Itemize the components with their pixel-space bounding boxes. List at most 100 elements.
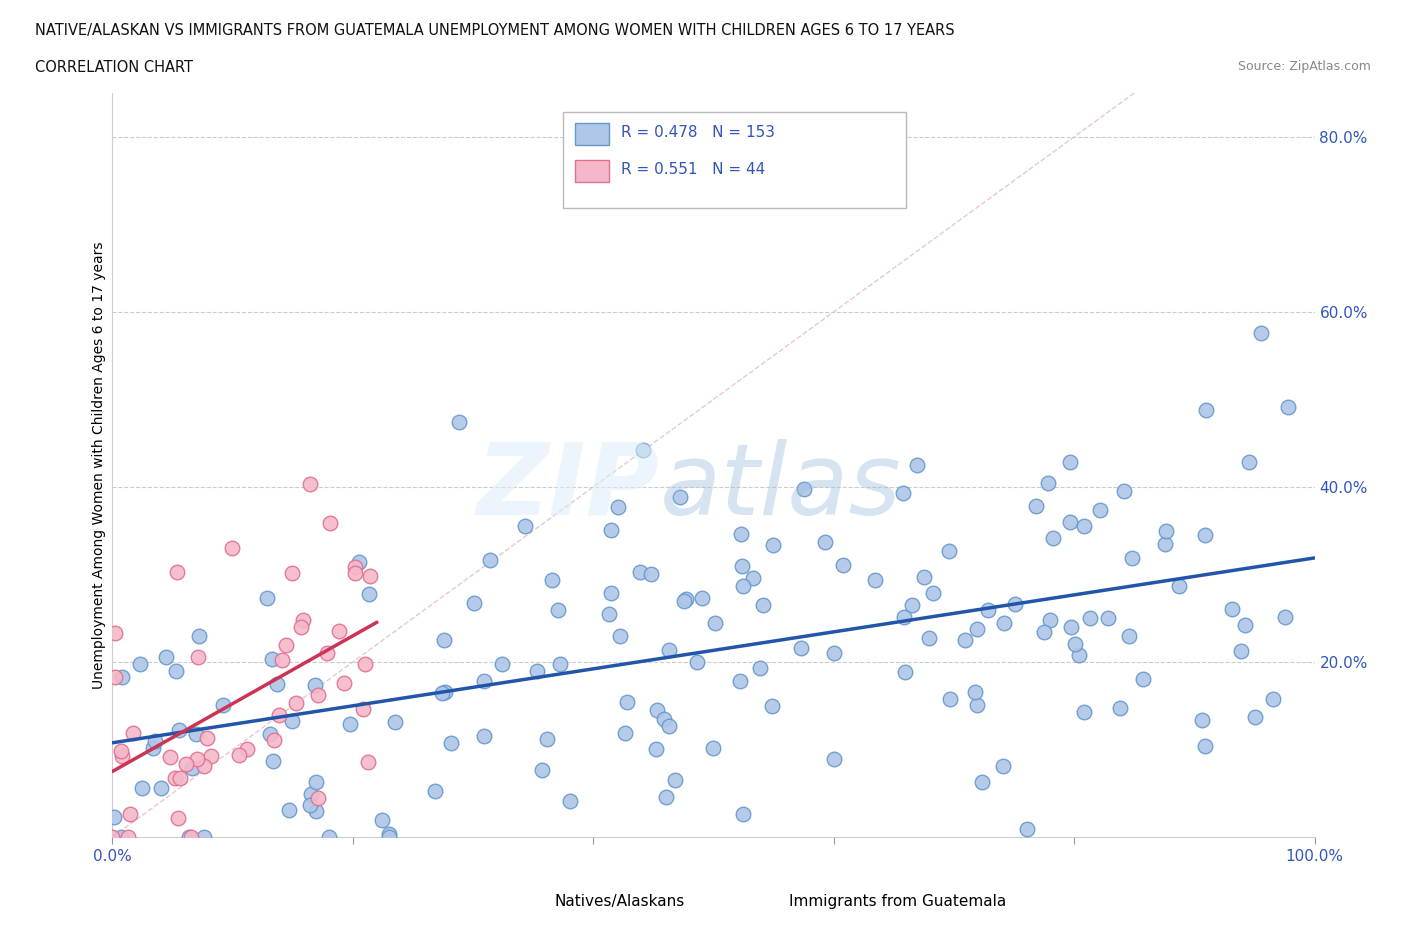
- Point: [186, 751, 208, 766]
- Point: [938, 543, 960, 558]
- Point: [110, 830, 132, 844]
- Point: [166, 565, 188, 579]
- Point: [692, 591, 714, 605]
- Point: [560, 793, 582, 808]
- Point: [1243, 710, 1265, 724]
- Point: [616, 695, 638, 710]
- Point: [963, 684, 986, 699]
- Point: [104, 670, 127, 684]
- Point: [111, 670, 134, 684]
- Point: [328, 624, 350, 639]
- Point: [150, 780, 173, 795]
- Point: [292, 612, 315, 627]
- Point: [1073, 705, 1095, 720]
- Bar: [575, 123, 609, 145]
- Point: [354, 657, 377, 671]
- Point: [1108, 700, 1130, 715]
- Point: [129, 657, 152, 671]
- Point: [655, 790, 678, 804]
- Point: [1132, 671, 1154, 686]
- Point: [318, 830, 340, 844]
- Point: [703, 615, 725, 630]
- Point: [491, 657, 513, 671]
- Point: [316, 645, 339, 660]
- Point: [733, 578, 755, 593]
- Point: [281, 713, 304, 728]
- Point: [730, 526, 752, 541]
- Point: [1059, 619, 1081, 634]
- Point: [1025, 498, 1047, 513]
- Point: [165, 664, 187, 679]
- Point: [180, 761, 202, 776]
- Point: [1195, 403, 1218, 418]
- Point: [155, 649, 177, 664]
- Point: [184, 726, 207, 741]
- Point: [600, 523, 623, 538]
- Point: [101, 830, 124, 844]
- Point: [260, 652, 283, 667]
- Point: [1277, 400, 1299, 415]
- Point: [702, 741, 724, 756]
- Point: [1067, 647, 1090, 662]
- Point: [1156, 524, 1178, 538]
- Point: [730, 673, 752, 688]
- Point: [1230, 644, 1253, 658]
- Point: [1191, 712, 1213, 727]
- FancyBboxPatch shape: [564, 112, 905, 208]
- Point: [1237, 454, 1260, 469]
- Point: [993, 616, 1015, 631]
- Text: NATIVE/ALASKAN VS IMMIGRANTS FROM GUATEMALA UNEMPLOYMENT AMONG WOMEN WITH CHILDR: NATIVE/ALASKAN VS IMMIGRANTS FROM GUATEM…: [35, 23, 955, 38]
- Point: [357, 754, 380, 769]
- Point: [823, 645, 845, 660]
- Point: [180, 830, 202, 844]
- Point: [433, 632, 456, 647]
- Point: [212, 698, 235, 712]
- Point: [1112, 484, 1135, 498]
- Point: [307, 790, 329, 805]
- Point: [832, 558, 855, 573]
- Point: [600, 586, 623, 601]
- Point: [526, 663, 548, 678]
- Text: Source: ZipAtlas.com: Source: ZipAtlas.com: [1237, 60, 1371, 73]
- Point: [891, 485, 914, 500]
- Point: [654, 711, 676, 726]
- Point: [307, 687, 329, 702]
- Point: [918, 631, 941, 645]
- Point: [1039, 612, 1062, 627]
- Point: [299, 798, 322, 813]
- Point: [823, 751, 845, 766]
- Point: [1274, 610, 1296, 625]
- Point: [305, 804, 328, 818]
- Point: [347, 555, 370, 570]
- Point: [1261, 691, 1284, 706]
- Point: [472, 673, 495, 688]
- Text: R = 0.478   N = 153: R = 0.478 N = 153: [621, 125, 775, 140]
- Point: [440, 736, 463, 751]
- Point: [111, 748, 134, 763]
- Point: [319, 516, 342, 531]
- Point: [1097, 611, 1119, 626]
- Point: [762, 538, 785, 552]
- Point: [645, 703, 668, 718]
- Point: [977, 602, 1000, 617]
- Point: [673, 594, 696, 609]
- Point: [425, 783, 447, 798]
- Point: [790, 640, 813, 655]
- Point: [1233, 618, 1256, 632]
- Point: [1220, 602, 1243, 617]
- Point: [121, 726, 143, 741]
- Point: [478, 552, 501, 567]
- Point: [939, 691, 962, 706]
- Point: [165, 770, 187, 785]
- Point: [658, 643, 681, 658]
- Point: [893, 609, 915, 624]
- Point: [614, 726, 637, 741]
- Point: [536, 731, 558, 746]
- Point: [447, 415, 470, 430]
- Point: [675, 591, 697, 606]
- Point: [142, 740, 165, 755]
- Point: [541, 573, 564, 588]
- Point: [606, 499, 628, 514]
- Point: [1088, 503, 1111, 518]
- Point: [359, 568, 381, 583]
